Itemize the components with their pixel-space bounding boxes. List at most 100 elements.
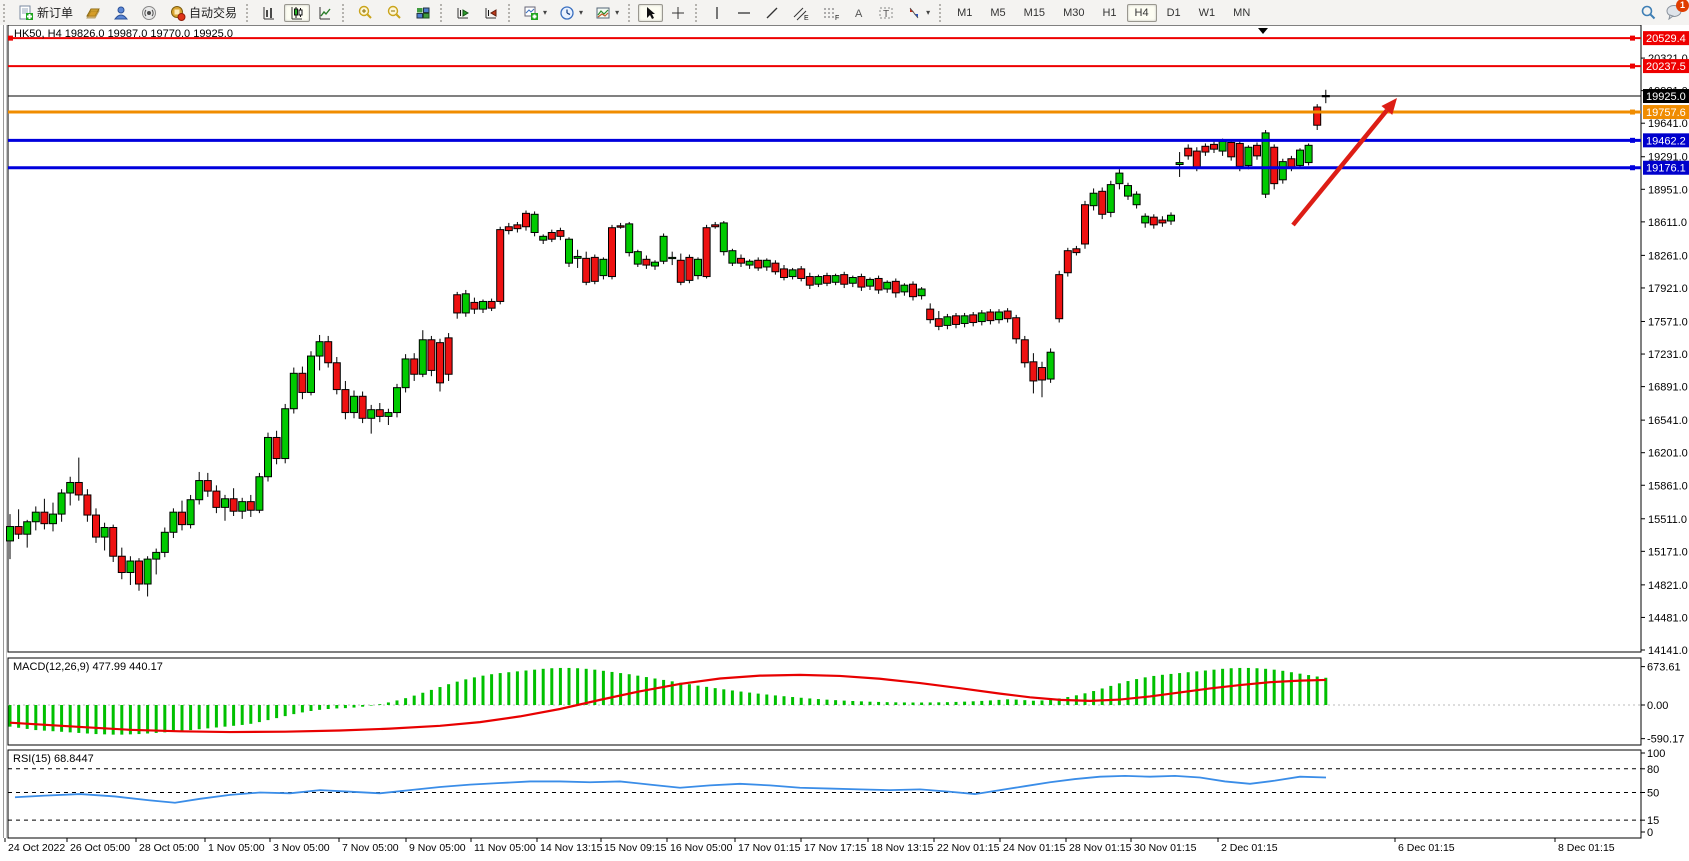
candle <box>1098 190 1107 215</box>
fibonacci-button[interactable]: F <box>817 4 845 22</box>
svg-text:30 Nov 01:15: 30 Nov 01:15 <box>1134 842 1197 854</box>
period-presets-button[interactable]: ▾ <box>554 4 588 22</box>
vertical-line-button[interactable] <box>705 4 729 22</box>
templates-button[interactable]: ▾ <box>590 4 624 22</box>
timeframe-button-W1[interactable]: W1 <box>1198 6 1216 19</box>
chart-window: 20321.019981.019641.019291.018951.018611… <box>0 25 1689 861</box>
svg-text:E: E <box>804 15 809 21</box>
equidistant-channel-button[interactable]: E <box>787 4 815 22</box>
horizontal-lines[interactable] <box>8 35 1641 171</box>
candle <box>522 212 530 228</box>
text-button[interactable]: A <box>847 4 871 22</box>
candle <box>324 341 333 364</box>
candle <box>556 230 565 237</box>
text-label-icon: T <box>879 7 893 20</box>
candle <box>633 251 642 265</box>
chart-canvas[interactable]: 20321.019981.019641.019291.018951.018611… <box>0 25 1689 861</box>
chart-shift-icon <box>485 7 497 18</box>
candle <box>264 436 272 478</box>
candle <box>1270 146 1279 185</box>
market-watch-button[interactable] <box>80 4 106 22</box>
candle <box>272 436 281 460</box>
candle <box>307 355 315 393</box>
svg-text:19925.0: 19925.0 <box>1646 91 1686 103</box>
horizontal-line-button[interactable] <box>731 4 757 22</box>
line-chart-button[interactable] <box>312 4 338 22</box>
candle <box>57 492 66 515</box>
arrows-button[interactable]: ▾ <box>901 4 935 22</box>
timeframe-button-MN[interactable]: MN <box>1233 6 1251 19</box>
timeframe-button-M15[interactable]: M15 <box>1023 6 1046 19</box>
rsi-line <box>14 775 1327 804</box>
candle <box>1081 204 1089 245</box>
autotrading-button[interactable]: 自动交易 <box>164 4 242 22</box>
tile-windows-button[interactable] <box>410 4 436 22</box>
candle <box>780 268 788 279</box>
notifications-button[interactable]: 1 <box>1665 0 1689 23</box>
svg-text:50: 50 <box>1647 788 1659 800</box>
svg-text:28 Nov 01:15: 28 Nov 01:15 <box>1069 842 1132 854</box>
toolbar-right: 1 <box>1640 0 1689 23</box>
candle <box>1201 145 1210 153</box>
candle <box>943 316 952 326</box>
data-window-button[interactable] <box>108 4 134 22</box>
candle <box>444 337 453 375</box>
candle <box>934 318 943 327</box>
market-watch-icon <box>86 8 100 18</box>
svg-text:22 Nov 01:15: 22 Nov 01:15 <box>937 842 1000 854</box>
svg-text:20529.4: 20529.4 <box>1646 33 1686 45</box>
vertical-line-icon <box>716 6 718 19</box>
new-chart-button[interactable]: ▾ <box>518 4 552 22</box>
candle <box>1003 310 1012 320</box>
candle <box>857 276 866 288</box>
chart-shift-button[interactable] <box>478 4 504 22</box>
candle <box>745 260 754 266</box>
candle <box>874 277 883 291</box>
dropdown-caret: ▾ <box>926 8 931 17</box>
candle <box>642 258 651 266</box>
svg-text:28 Oct 05:00: 28 Oct 05:00 <box>139 842 199 854</box>
candle <box>470 301 479 310</box>
candle <box>1175 162 1184 165</box>
indicator-axes: 673.61 0.00 -590.17 100 80 50 150 <box>8 662 1684 839</box>
candle <box>92 514 100 538</box>
new-order-button[interactable]: 新订单 <box>13 4 78 22</box>
timeframe-button-H4[interactable]: H4 <box>1126 3 1157 22</box>
candle <box>1029 361 1038 382</box>
cursor-button[interactable] <box>638 3 664 22</box>
candle <box>23 521 32 535</box>
candle <box>625 223 634 254</box>
trendline-button[interactable] <box>759 4 785 22</box>
zoom-in-button[interactable] <box>352 4 379 22</box>
text-label-button[interactable]: T <box>873 4 899 22</box>
chart-shift-marker[interactable] <box>1258 28 1268 34</box>
bar-chart-button[interactable] <box>256 4 282 22</box>
candle <box>410 358 419 375</box>
search-icon[interactable] <box>1640 4 1657 21</box>
dropdown-caret: ▾ <box>615 8 620 17</box>
timeframe-button-D1[interactable]: D1 <box>1166 6 1181 19</box>
candle <box>1132 193 1141 206</box>
sounds-button[interactable] <box>136 4 162 22</box>
auto-scroll-icon <box>457 7 470 18</box>
candle <box>341 389 350 414</box>
candle <box>246 501 255 511</box>
candle <box>590 256 599 282</box>
candlestick-chart-button[interactable] <box>284 3 311 22</box>
candle <box>1055 274 1064 320</box>
candle <box>1253 144 1261 157</box>
timeframe-button-M1[interactable]: M1 <box>957 6 973 19</box>
candle <box>332 362 341 391</box>
candle <box>143 558 152 585</box>
candle <box>117 555 126 574</box>
timeframe-button-H1[interactable]: H1 <box>1102 6 1117 19</box>
zoom-out-button[interactable] <box>381 4 408 22</box>
timeframe-button-M5[interactable]: M5 <box>990 6 1006 19</box>
candle <box>659 235 668 262</box>
crosshair-button[interactable] <box>665 4 691 22</box>
auto-scroll-button[interactable] <box>450 4 476 22</box>
trend-arrow[interactable] <box>1291 98 1397 227</box>
svg-text:11 Nov 05:00: 11 Nov 05:00 <box>474 842 536 854</box>
timeframe-button-M30[interactable]: M30 <box>1063 6 1085 19</box>
time-axis[interactable]: 24 Oct 2022 26 Oct 05:00 28 Oct 05:00 1 Nov… <box>4 838 1615 854</box>
